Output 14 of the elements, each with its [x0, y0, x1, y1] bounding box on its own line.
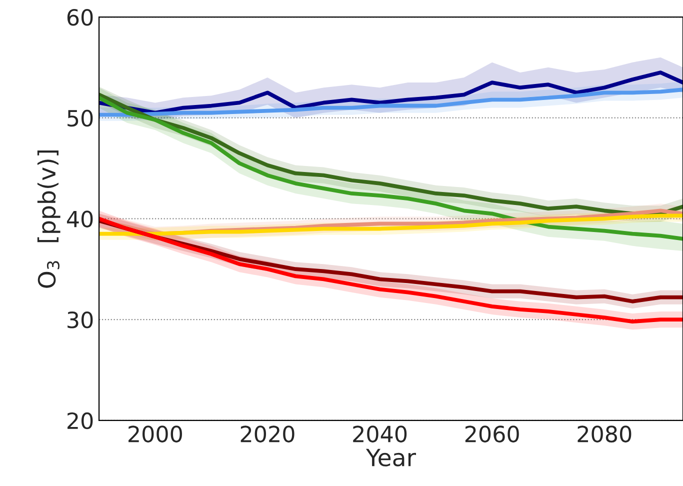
- y-tick-label: 60: [67, 8, 93, 26]
- line-series: [99, 70, 683, 115]
- line-series: [99, 88, 683, 117]
- y-tick-label: 40: [66, 210, 93, 228]
- x-tick-label: 2080: [578, 426, 632, 442]
- y-tick-label: 30: [68, 311, 93, 328]
- x-axis-title: Year: [366, 448, 416, 466]
- x-tick-label: 2020: [240, 426, 294, 442]
- x-tick-label: 2040: [353, 426, 407, 442]
- x-tick-label: 2000: [128, 426, 182, 442]
- y-tick-label: 50: [68, 110, 93, 127]
- x-tick-label: 2060: [465, 426, 519, 442]
- y-tick-label: 20: [68, 412, 93, 430]
- y-axis-title: O$_{3}$ [ppb(v)]: [37, 150, 60, 288]
